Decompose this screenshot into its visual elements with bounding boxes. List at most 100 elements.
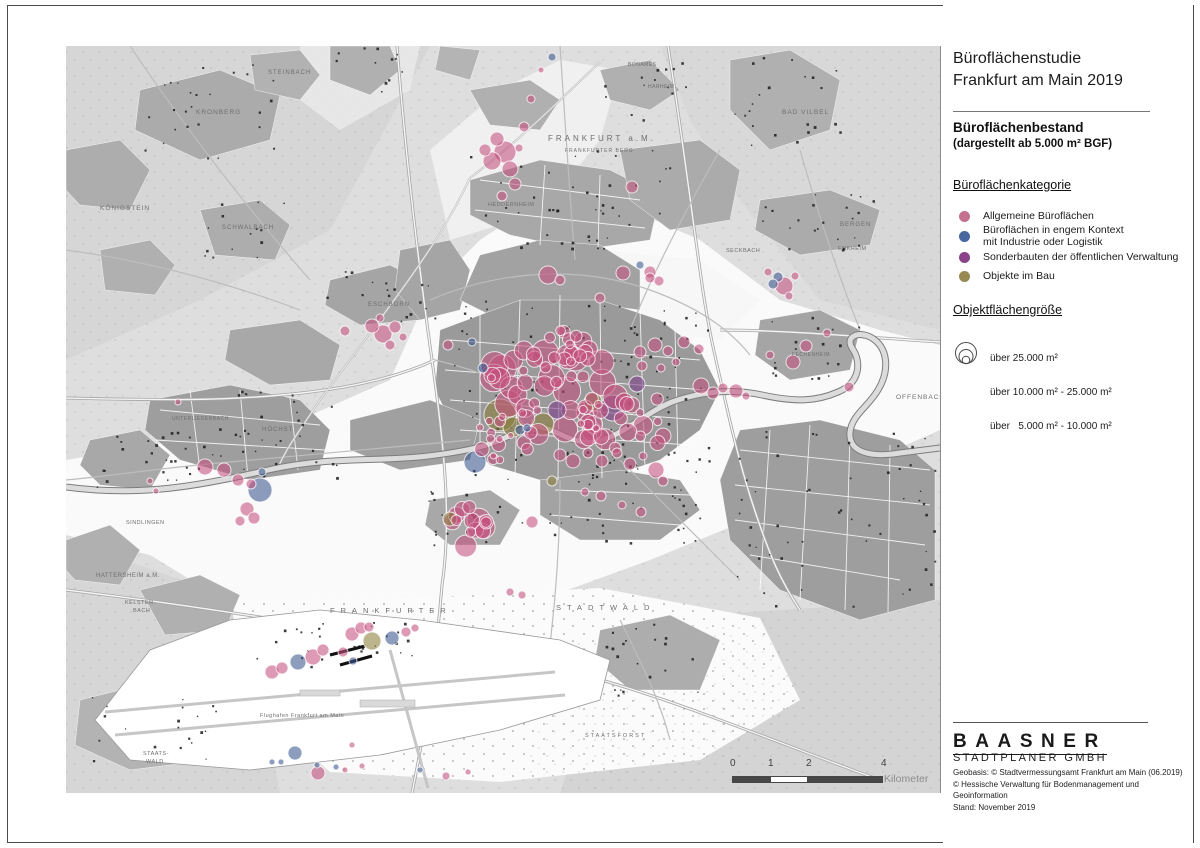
- office-bubble: [525, 515, 539, 529]
- place-label: HEDDERNHEIM: [488, 202, 534, 208]
- place-label: BAD VILBEL: [782, 109, 829, 116]
- credit-line-3: Stand: November 2019: [953, 802, 1036, 812]
- place-label: HATTERSHEIM a.M.: [96, 573, 160, 579]
- place-label: STADTWALD: [556, 603, 655, 612]
- scale-tick-0: 0: [730, 758, 736, 769]
- office-bubble: [410, 623, 420, 633]
- office-bubble: [635, 506, 647, 518]
- office-bubble: [358, 762, 366, 770]
- office-bubble: [615, 265, 631, 281]
- office-bubble: [462, 500, 477, 515]
- office-bubble: [692, 377, 710, 395]
- office-bubble: [304, 648, 322, 666]
- place-labels: KÖNIGSTEIN KRONBERG STEINBACH SCHWALBACH ESC…: [96, 62, 940, 765]
- size-label-1: über 25.000 m²: [990, 353, 1058, 365]
- office-bubble: [565, 453, 581, 469]
- office-bubble: [618, 396, 635, 412]
- office-bubble: [553, 448, 567, 462]
- office-bubble: [277, 758, 285, 766]
- office-bubble: [247, 511, 261, 525]
- office-bubble: [505, 587, 515, 597]
- office-bubble: [595, 490, 607, 502]
- office-bubble: [275, 661, 289, 675]
- place-label: HÖCHST: [262, 426, 293, 433]
- office-bubble: [652, 416, 663, 427]
- office-bubble: [416, 766, 424, 774]
- legend-item-industrie: Büroflächen in engem Kontext mit Industr…: [959, 224, 1124, 248]
- place-label: STAATS-: [143, 751, 169, 757]
- office-bubble: [482, 151, 502, 171]
- office-bubble: [518, 121, 530, 133]
- place-label: STEINBACH: [268, 70, 311, 76]
- office-bubble: [508, 177, 522, 191]
- office-bubble: [268, 758, 276, 766]
- office-bubble: [384, 630, 400, 646]
- office-bubble: [618, 422, 638, 442]
- office-bubble: [617, 500, 627, 510]
- legend-item-allgemein: Allgemeine Büroflächen: [959, 210, 1094, 223]
- place-label: KELSTER-: [125, 600, 156, 606]
- map-credits: Geobasis: © Stadtvermessungsamt Frankfur…: [953, 767, 1193, 813]
- industrie-dot-icon: [959, 231, 970, 242]
- office-bubble: [538, 265, 558, 285]
- office-bubble: [532, 405, 542, 415]
- office-bubble: [489, 452, 497, 460]
- office-bubble: [454, 534, 478, 558]
- office-bubble: [517, 590, 527, 600]
- office-bubble: [514, 143, 524, 153]
- office-bubbles: [146, 52, 855, 781]
- office-bubble: [693, 343, 705, 355]
- office-bubble: [593, 428, 610, 445]
- office-bubble: [316, 643, 330, 657]
- office-bubble: [799, 339, 813, 353]
- office-bubble: [657, 475, 669, 487]
- office-bubble: [337, 646, 349, 658]
- office-bubble: [569, 329, 583, 343]
- place-label: UNTERLIEDERBACH: [172, 416, 229, 422]
- office-bubble: [578, 404, 588, 415]
- scale-bar-segments: [732, 776, 883, 783]
- office-bubble: [547, 351, 561, 365]
- airport: [94, 609, 611, 789]
- bau-dot-icon: [959, 271, 970, 283]
- title-separator: [953, 111, 1150, 112]
- place-label: Flughafen Frankfurt am Main: [260, 713, 344, 719]
- place-label: ENKHEIM: [838, 246, 867, 252]
- office-bubble: [662, 345, 674, 357]
- office-bubble: [784, 291, 794, 301]
- office-bubble: [364, 318, 380, 334]
- scale-tick-1: 1: [768, 758, 774, 769]
- office-bubble: [634, 430, 647, 442]
- place-label: FECHENHEIM: [792, 352, 830, 358]
- office-bubble: [464, 526, 477, 538]
- legend-label: Sonderbauten der öffentlichen Verwaltung: [983, 251, 1179, 263]
- office-bubble: [400, 626, 412, 638]
- office-bubble: [565, 370, 578, 383]
- office-bubble: [146, 477, 154, 485]
- office-bubble: [572, 348, 588, 364]
- office-bubble: [653, 275, 665, 287]
- office-bubble: [216, 462, 232, 478]
- office-bubble: [498, 412, 507, 421]
- office-bubble: [628, 375, 646, 393]
- office-bubble: [341, 766, 349, 774]
- company-logo-sub: STADTPLANER GMBH: [953, 752, 1108, 764]
- category-heading: Büroflächenkategorie: [953, 178, 1072, 192]
- sheet-border: [7, 5, 1194, 843]
- office-bubble: [289, 653, 307, 671]
- legend-label: Objekte im Bau: [983, 270, 1055, 282]
- legend-label: Büroflächen in engem Kontext mit Industr…: [983, 224, 1124, 248]
- office-bubble: [635, 408, 645, 418]
- office-bubble: [517, 408, 528, 418]
- office-bubble: [478, 143, 492, 157]
- office-bubble: [239, 501, 255, 517]
- office-bubble: [649, 434, 666, 451]
- office-bubble: [475, 423, 484, 432]
- office-bubble: [636, 360, 648, 372]
- office-bubble: [554, 274, 566, 286]
- office-bubble: [362, 631, 382, 651]
- office-bubble: [677, 335, 691, 349]
- scale-seg-3: [808, 776, 883, 783]
- office-bubble: [763, 267, 773, 277]
